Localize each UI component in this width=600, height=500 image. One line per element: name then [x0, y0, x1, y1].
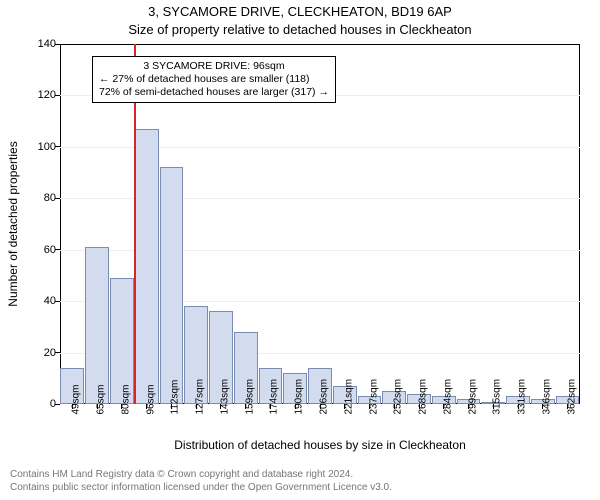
- y-tick-mark: [55, 198, 60, 199]
- y-tick-mark: [55, 352, 60, 353]
- y-tick-mark: [55, 95, 60, 96]
- y-tick-label: 120: [28, 89, 56, 101]
- histogram-bar: [160, 167, 184, 404]
- y-tick-mark: [55, 146, 60, 147]
- annotation-line: ← 27% of detached houses are smaller (11…: [99, 73, 329, 86]
- x-tick-label: 80sqm: [120, 407, 131, 415]
- y-tick-label: 40: [28, 295, 56, 307]
- histogram-bar: [85, 247, 109, 404]
- chart-title-line1: 3, SYCAMORE DRIVE, CLECKHEATON, BD19 6AP: [0, 4, 600, 19]
- y-tick-label: 100: [28, 141, 56, 153]
- chart-container: 3, SYCAMORE DRIVE, CLECKHEATON, BD19 6AP…: [0, 0, 600, 500]
- annotation-box: 3 SYCAMORE DRIVE: 96sqm← 27% of detached…: [92, 56, 336, 103]
- y-tick-label: 60: [28, 244, 56, 256]
- y-tick-label: 20: [28, 347, 56, 359]
- x-axis-label: Distribution of detached houses by size …: [60, 438, 580, 452]
- x-tick-label: 315sqm: [492, 407, 503, 415]
- chart-title-line2: Size of property relative to detached ho…: [0, 22, 600, 37]
- y-tick-mark: [55, 404, 60, 405]
- y-axis-label: Number of detached properties: [6, 44, 22, 404]
- footer-line1: Contains HM Land Registry data © Crown c…: [10, 469, 392, 482]
- y-tick-label: 80: [28, 192, 56, 204]
- x-tick-label: 112sqm: [170, 407, 181, 415]
- x-tick-label: 299sqm: [467, 407, 478, 415]
- x-tick-label: 190sqm: [294, 407, 305, 415]
- x-tick-label: 331sqm: [517, 407, 528, 415]
- x-tick-label: 49sqm: [71, 407, 82, 415]
- footer-line2: Contains public sector information licen…: [10, 482, 392, 495]
- annotation-line: 3 SYCAMORE DRIVE: 96sqm: [99, 60, 329, 73]
- y-tick-mark: [55, 249, 60, 250]
- x-tick-label: 221sqm: [343, 407, 354, 415]
- x-tick-label: 143sqm: [219, 407, 230, 415]
- y-tick-label: 140: [28, 38, 56, 50]
- x-tick-label: 362sqm: [566, 407, 577, 415]
- x-tick-label: 252sqm: [393, 407, 404, 415]
- y-tick-mark: [55, 301, 60, 302]
- x-tick-label: 159sqm: [244, 407, 255, 415]
- annotation-line: 72% of semi-detached houses are larger (…: [99, 86, 329, 99]
- plot-area: 02040608010012014049sqm65sqm80sqm96sqm11…: [60, 44, 580, 404]
- footer-attribution: Contains HM Land Registry data © Crown c…: [10, 469, 392, 494]
- x-tick-label: 237sqm: [368, 407, 379, 415]
- x-tick-label: 268sqm: [418, 407, 429, 415]
- y-tick-mark: [55, 44, 60, 45]
- x-tick-label: 96sqm: [145, 407, 156, 415]
- x-tick-label: 346sqm: [541, 407, 552, 415]
- y-tick-label: 0: [28, 398, 56, 410]
- x-tick-label: 206sqm: [319, 407, 330, 415]
- x-tick-label: 65sqm: [96, 407, 107, 415]
- x-tick-label: 127sqm: [195, 407, 206, 415]
- x-tick-label: 284sqm: [442, 407, 453, 415]
- x-tick-label: 174sqm: [269, 407, 280, 415]
- histogram-bar: [135, 129, 159, 404]
